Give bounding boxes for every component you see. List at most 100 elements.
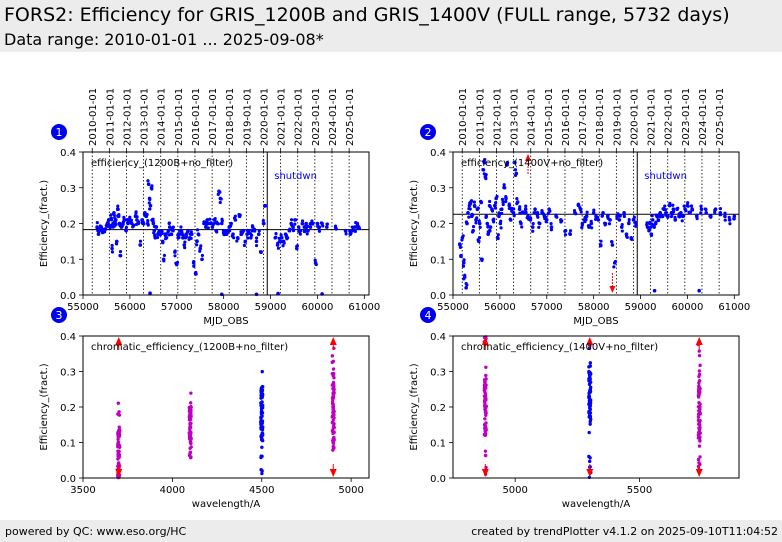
data-point (198, 246, 203, 251)
data-point (357, 226, 362, 230)
data-point (300, 219, 305, 223)
x-tick-label: 4000 (160, 485, 185, 496)
data-point (189, 445, 193, 449)
data-point (727, 218, 732, 222)
data-point (330, 354, 335, 358)
data-point (548, 209, 552, 213)
data-point (316, 224, 320, 228)
data-point (115, 242, 119, 246)
y-tick-label: 0.0 (430, 291, 446, 302)
data-point (732, 217, 736, 221)
data-point (696, 415, 701, 419)
data-point (510, 209, 514, 213)
data-point (499, 226, 503, 230)
data-point (348, 229, 352, 233)
data-point (98, 224, 102, 228)
y-tick-label: 0.4 (60, 148, 76, 159)
data-point (699, 204, 703, 208)
data-point (530, 225, 535, 229)
data-point (697, 444, 702, 448)
data-point (588, 373, 592, 378)
data-point (713, 210, 717, 215)
data-point (513, 173, 518, 178)
data-point (590, 226, 594, 230)
data-point (549, 221, 553, 226)
data-point (524, 204, 528, 208)
data-point (606, 213, 610, 218)
data-point (502, 185, 506, 190)
data-point (250, 224, 255, 228)
data-point (279, 240, 283, 244)
data-point (697, 374, 701, 379)
data-point (478, 225, 482, 230)
data-point (296, 225, 301, 229)
data-point (294, 218, 298, 222)
data-point (588, 406, 592, 411)
data-point (500, 211, 504, 215)
data-point (697, 419, 701, 424)
data-point (344, 232, 348, 236)
data-point (698, 455, 702, 459)
data-point (153, 233, 157, 237)
data-point (123, 228, 128, 232)
data-point (289, 218, 294, 222)
data-point (353, 229, 357, 233)
data-point (332, 422, 336, 426)
data-point (214, 229, 219, 233)
data-point (148, 207, 152, 211)
data-point (189, 431, 193, 435)
chart-panel-1: 1 2010-01-01 2011-01-01 2012-01-01 2013-01-0… (39, 88, 380, 327)
data-point (477, 236, 482, 240)
panel-annotation: efficiency_(1200B+no_filter) (91, 158, 233, 169)
data-point (187, 405, 191, 410)
data-point (668, 203, 672, 207)
data-point (260, 454, 264, 458)
data-point (502, 183, 506, 187)
top-axis-date-label: 2013-01-01 (510, 88, 521, 146)
shutdown-label: shutdwn (644, 171, 687, 182)
data-point (331, 407, 335, 412)
data-point (475, 216, 479, 220)
top-axis-date-label: 2023-01-01 (311, 88, 322, 146)
data-point (162, 253, 167, 257)
data-point (151, 217, 155, 221)
data-point (671, 207, 676, 211)
data-point (523, 207, 528, 211)
data-point (524, 210, 528, 215)
data-point (138, 243, 143, 247)
data-point (285, 237, 289, 241)
data-point (588, 403, 593, 408)
data-point (495, 194, 499, 199)
data-point (546, 211, 550, 216)
data-point (728, 222, 732, 226)
outlier-arrow-head (586, 337, 594, 345)
panel-annotation: chromatic_efficiency_(1200B+no_filter) (91, 342, 288, 353)
y-axis-label: Efficiency_(fract.) (409, 180, 420, 267)
data-point (494, 201, 498, 205)
x-axis-label: wavelength/A (562, 499, 631, 510)
data-point (666, 215, 670, 219)
data-point (592, 211, 596, 216)
data-point (293, 222, 297, 226)
data-point (464, 286, 468, 290)
data-point (620, 222, 624, 227)
data-point (475, 207, 479, 211)
outlier-arrow-head (115, 469, 123, 477)
data-point (589, 219, 593, 223)
data-point (150, 187, 154, 191)
x-tick-label: 5000 (338, 485, 363, 496)
panel-badge (420, 124, 436, 140)
data-point (331, 410, 336, 415)
data-point (200, 257, 204, 262)
data-point (148, 203, 153, 208)
data-point (486, 224, 490, 228)
top-axis-date-label: 2016-01-01 (191, 88, 202, 146)
data-point (189, 230, 193, 234)
y-tick-label: 0.2 (430, 403, 446, 414)
data-point (484, 177, 488, 181)
data-point (188, 232, 192, 236)
data-point (314, 262, 318, 267)
data-point (619, 225, 624, 229)
data-point (171, 226, 175, 230)
data-point (690, 208, 695, 212)
